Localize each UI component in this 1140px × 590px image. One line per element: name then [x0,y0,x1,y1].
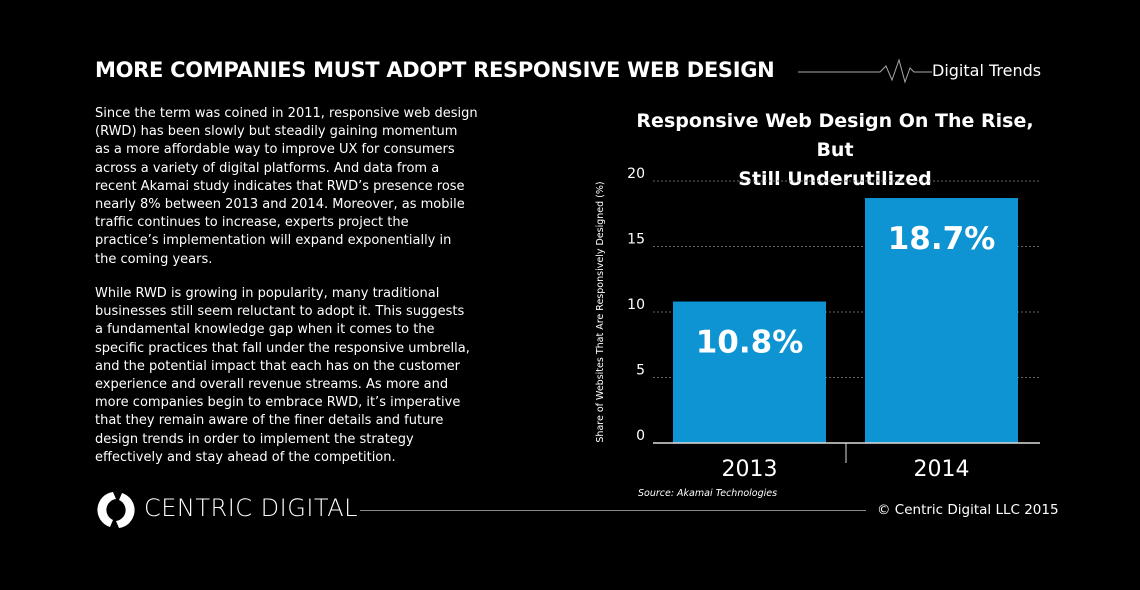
text-line: the coming years. [95,251,213,267]
text-line: design trends in order to implement the … [95,431,414,447]
chart-title: Responsive Web Design On The Rise, But S… [620,107,1050,194]
y-tick-label: 15 [627,232,645,248]
text-line: more companies begin to embrace RWD, it’… [95,395,461,411]
text-line: Since the term was coined in 2011, respo… [95,106,478,121]
y-axis-label: Share of Websites That Are Responsively … [595,181,606,442]
heartbeat-line-icon [798,58,932,84]
chart-title-line: Still Underutilized [738,168,932,190]
data-label: 18.7% [888,221,996,257]
text-line: practice’s implementation will expand ex… [95,233,452,249]
bar-2013 [673,301,826,443]
chart-title-line: Responsive Web Design On The Rise, But [636,110,1034,161]
section-tag: Digital Trends [932,61,1042,80]
text-line: (RWD) has been slowly but steadily gaini… [95,124,458,140]
text-line: businesses still seem reluctant to adopt… [95,304,465,320]
x-tick-label: 2014 [914,457,970,482]
footer-divider [360,510,866,511]
copyright: © Centric Digital LLC 2015 [877,502,1059,518]
page-title: MORE COMPANIES MUST ADOPT RESPONSIVE WEB… [95,58,775,82]
text-line: and the potential impact that each has o… [95,358,461,374]
text-line: as a more affordable way to improve UX f… [95,142,455,158]
bar-2014 [865,198,1018,443]
data-label: 10.8% [696,325,804,361]
text-line: traffic continues to increase, experts p… [95,215,409,231]
text-line: experience and overall revenue streams. … [95,377,449,393]
text-line: across a variety of digital platforms. A… [95,160,440,176]
x-tick-label: 2013 [722,457,778,482]
y-tick-label: 0 [636,428,645,444]
centric-digital-logo-icon [97,492,135,528]
paragraph-1: Since the term was coined in 2011, respo… [95,105,478,269]
text-line: that they remain aware of the finer deta… [95,413,444,429]
text-line: While RWD is growing in popularity, many… [95,286,440,301]
text-line: nearly 8% between 2013 and 2014. Moreove… [95,197,465,213]
text-line: a fundamental knowledge gap when it come… [95,322,435,338]
chart-source: Source: Akamai Technologies [638,488,777,499]
y-tick-label: 5 [636,363,645,379]
brand-name: CENTRIC DIGITAL [144,494,358,522]
text-line: recent Akamai study indicates that RWD’s… [95,178,465,194]
y-tick-label: 10 [627,297,645,313]
text-line: effectively and stay ahead of the compet… [95,449,396,465]
paragraph-2: While RWD is growing in popularity, many… [95,285,475,467]
y-tick-label: 20 [627,166,645,182]
text-line: specific practices that fall under the r… [95,340,470,356]
